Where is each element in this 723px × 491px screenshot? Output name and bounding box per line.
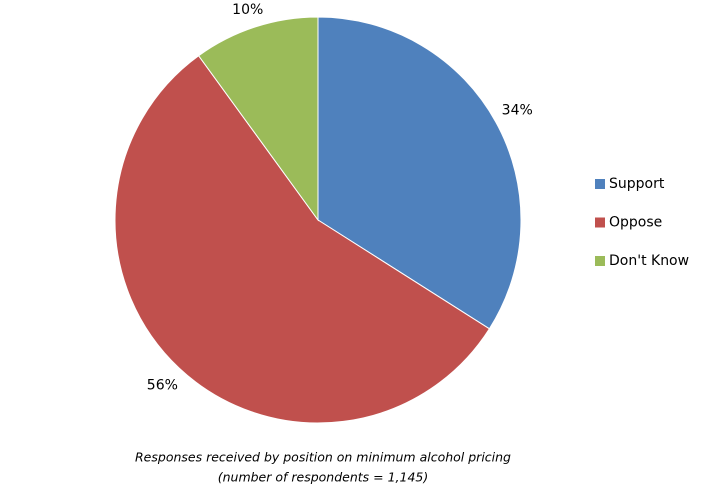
legend-label: Oppose (609, 215, 662, 231)
legend-swatch (595, 256, 605, 266)
legend-label: Support (609, 176, 665, 192)
data-label: 56% (147, 378, 178, 394)
legend-swatch (595, 217, 605, 228)
legend-label: Don't Know (609, 253, 689, 269)
data-label: 34% (502, 102, 533, 118)
pie-slice (317, 16, 522, 330)
caption: Responses received by position on minimu… (135, 450, 511, 465)
caption: (number of respondents = 1,145) (218, 470, 429, 485)
data-label: 10% (232, 2, 263, 18)
legend-swatch (595, 179, 605, 189)
pie-slice (114, 55, 491, 424)
pie-slice (197, 16, 319, 222)
